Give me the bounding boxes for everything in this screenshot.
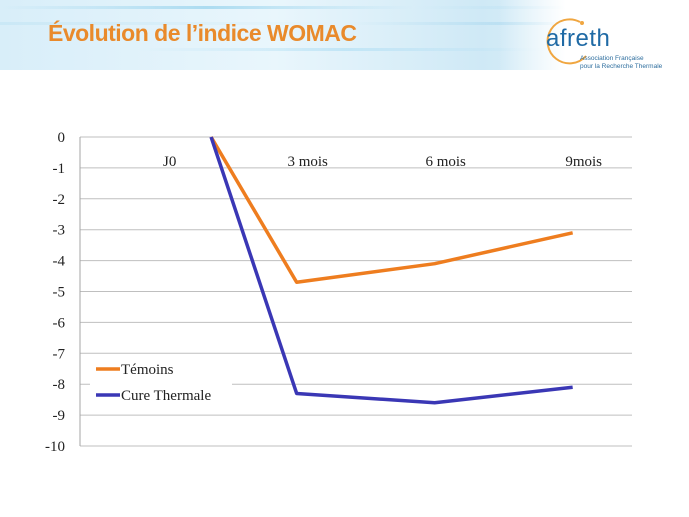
x-category-label: 9mois — [565, 154, 602, 170]
x-category-label: 3 mois — [287, 154, 328, 170]
x-category-label: J0 — [163, 154, 176, 170]
y-tick-label: -8 — [53, 377, 66, 393]
y-tick-label: -5 — [53, 285, 66, 301]
banner-decoration — [0, 22, 689, 25]
logo-subtitle-line1: Association Française — [580, 55, 644, 62]
logo-name: afreth — [546, 25, 611, 52]
x-axis-categories: J0 3 mois 6 mois 9mois — [163, 154, 602, 170]
logo-subtitle-line2: pour la Recherche Thermale — [580, 63, 663, 70]
logo-arc-icon — [546, 18, 587, 65]
afreth-logo: afreth Association Française pour la Rec… — [536, 16, 684, 72]
y-tick-label: -3 — [53, 223, 66, 239]
y-axis-ticks: 0 -1 -2 -3 -4 -5 -6 -7 -8 -9 -10 — [45, 130, 65, 455]
y-tick-label: -6 — [53, 315, 66, 331]
slide-title: Évolution de l’indice WOMAC — [48, 20, 357, 46]
series-line-1 — [209, 136, 573, 405]
banner-fade — [499, 0, 689, 70]
legend-label: Cure Thermale — [121, 388, 211, 404]
y-tick-label: -4 — [53, 254, 66, 270]
banner-decoration — [0, 6, 689, 9]
y-tick-label: -7 — [53, 346, 66, 362]
banner-decoration — [0, 48, 689, 51]
y-tick-label: -10 — [45, 439, 65, 455]
header-banner — [0, 0, 689, 70]
y-tick-label: -9 — [53, 408, 66, 424]
legend-label: Témoins — [121, 362, 174, 378]
y-tick-label: -2 — [53, 192, 66, 208]
series-lines — [209, 136, 574, 405]
x-category-label: 6 mois — [425, 154, 466, 170]
y-tick-label: -1 — [53, 161, 66, 177]
series-line-0 — [209, 136, 574, 284]
chart-legend: Témoins Cure Thermale — [90, 354, 232, 406]
y-tick-label: 0 — [58, 130, 66, 146]
legend-box — [90, 354, 232, 406]
